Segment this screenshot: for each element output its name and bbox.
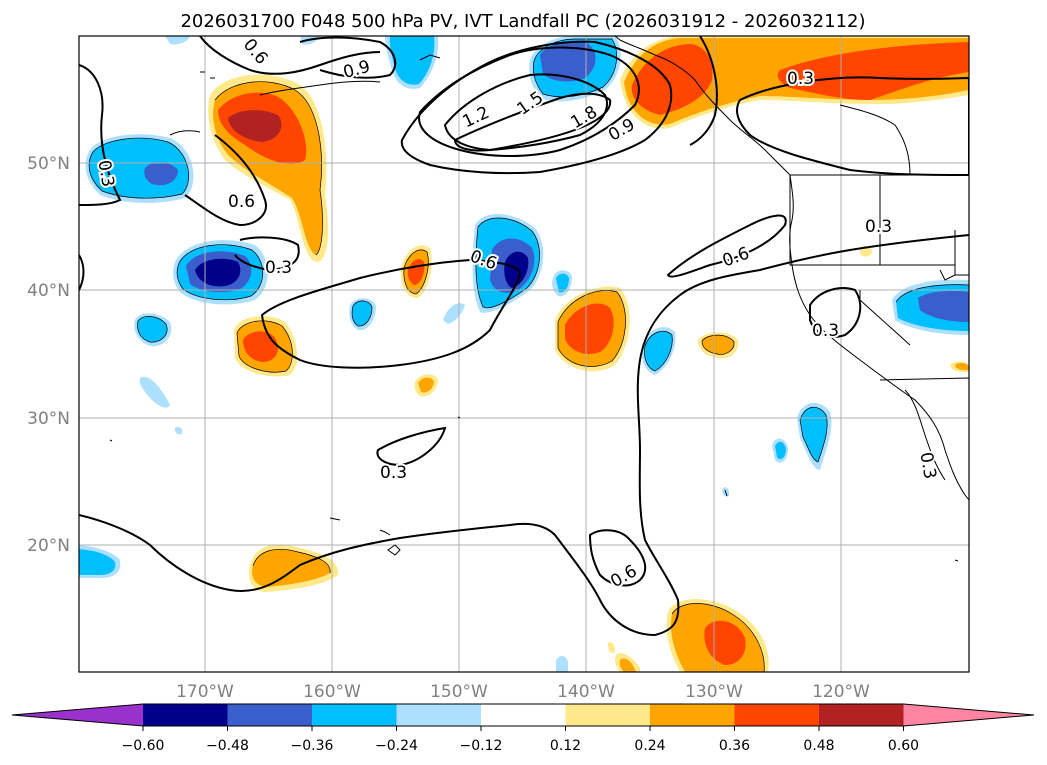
colorbar-tick-label: −0.48: [206, 738, 249, 754]
longitude-labels: 170°W 160°W 150°W 140°W 130°W 120°W: [176, 682, 870, 702]
lon-label: 170°W: [176, 682, 234, 702]
colorbar-tick-label: 0.36: [719, 738, 750, 754]
colorbar-extend-max: [903, 704, 1034, 726]
lat-label: 30°N: [27, 409, 70, 429]
colorbar-tick-label: 0.12: [550, 738, 581, 754]
lat-label: 40°N: [27, 281, 70, 301]
lon-label: 150°W: [430, 682, 488, 702]
colorbar-segment: [650, 704, 735, 726]
colorbar-tick-label: −0.24: [375, 738, 418, 754]
contour-label: 0.6: [228, 192, 255, 212]
lon-label: 160°W: [303, 682, 361, 702]
colorbar-segment: [481, 704, 566, 726]
colorbar-tick-label: 0.24: [634, 738, 665, 754]
contour-label: 0.3: [865, 217, 892, 237]
contour-label: 0.3: [812, 321, 839, 341]
colorbar-segment: [565, 704, 651, 726]
colorbar: −0.60 −0.48 −0.36 −0.24 −0.12 0.12 0.24 0.36 0.4…: [11, 703, 1035, 754]
colorbar-segment: [227, 704, 313, 726]
lat-label: 50°N: [27, 154, 70, 174]
figure-title: 2026031700 F048 500 hPa PV, IVT Landfall…: [180, 11, 865, 32]
colorbar-segment: [312, 704, 397, 726]
contour-label: 0.3: [265, 258, 292, 278]
colorbar-extend-min: [12, 704, 143, 726]
lat-label: 20°N: [27, 536, 70, 556]
lon-label: 120°W: [812, 682, 870, 702]
latitude-labels: 50°N 40°N 30°N 20°N: [27, 154, 70, 556]
map-panel: 0.6 1.2 1.5 1.8 0.9 0.3 0.3 0.6 0.3 0.6 …: [79, 36, 969, 672]
colorbar-tick-label: 0.60: [888, 738, 919, 754]
colorbar-tick-label: −0.12: [460, 738, 503, 754]
colorbar-segment: [819, 704, 904, 726]
colorbar-tick-label: −0.60: [122, 738, 165, 754]
colorbar-segment: [143, 704, 228, 726]
contour-label: 0.3: [380, 463, 407, 483]
lon-label: 130°W: [685, 682, 743, 702]
colorbar-tick-label: 0.48: [803, 738, 834, 754]
map-frame: [78, 35, 970, 673]
contour-label: 0.3: [787, 69, 814, 89]
shading-outlines: [88, 38, 969, 672]
colorbar-segment: [396, 704, 482, 726]
lon-label: 140°W: [557, 682, 615, 702]
pv-contours: [79, 36, 969, 637]
colorbar-tick-label: −0.36: [291, 738, 334, 754]
colorbar-segment: [734, 704, 820, 726]
